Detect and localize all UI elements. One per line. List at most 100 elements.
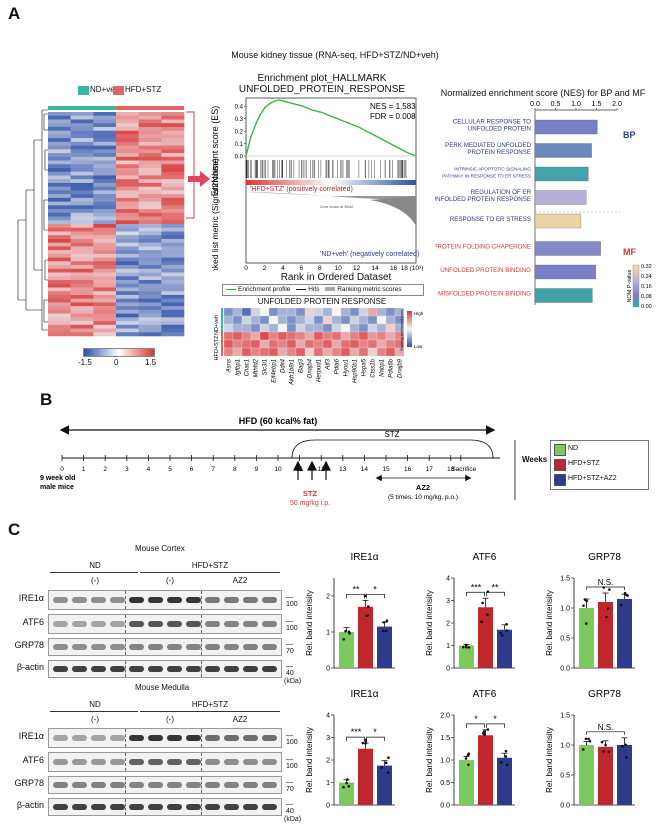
bar-chart-ytick-label: 0.5: [560, 773, 570, 780]
legend-nd: ND: [568, 445, 579, 452]
heatmap-cell: [48, 171, 71, 176]
data-point: [505, 623, 508, 626]
blot-divider: [125, 729, 126, 747]
data-point: [499, 631, 502, 635]
heatmap-cell: [138, 156, 162, 161]
upr-cell: [331, 307, 342, 317]
bar-chart-ytick-label: 1.5: [560, 713, 570, 720]
heatmap-cell: [48, 220, 71, 225]
heatmap-cell: [138, 328, 162, 333]
blot-band: [148, 735, 163, 741]
medulla-title: Mouse Medulla: [135, 683, 190, 692]
heatmap-cell: [116, 168, 139, 173]
bar-chart-title: ATF6: [473, 689, 497, 700]
bar-chart-ylabel: Rel. band intensity: [425, 727, 434, 793]
heatmap-cell: [48, 209, 71, 214]
upr-cell: [241, 307, 252, 317]
bar-chart-2: GRP78 Rel. band intensity 0.0 0.5 1.0 1.5 N.S.: [545, 552, 635, 673]
heatmap-cell: [116, 160, 139, 165]
significance-label: **: [352, 584, 360, 594]
blot-band: [186, 759, 201, 765]
upr-cell: [304, 307, 315, 317]
data-point: [624, 743, 627, 747]
gsea-ytick-label: 0.2: [235, 130, 244, 136]
upr-cell: [331, 347, 342, 357]
upr-cell: [277, 347, 288, 357]
data-point: [602, 750, 605, 753]
nes-colorbar-tick: 0.32: [641, 264, 652, 270]
blot-band: [167, 666, 182, 672]
heatmap-cell: [116, 130, 139, 135]
legend-metric: Ranking metric scores: [337, 286, 402, 293]
heatmap-cell: [48, 205, 71, 210]
heatmap-cell: [93, 168, 117, 173]
blot-band: [262, 621, 277, 627]
upr-scale-high: High: [414, 311, 424, 316]
heatmap-cell: [116, 216, 139, 221]
gsea-xtick-label: 4: [281, 265, 285, 271]
heatmap-cell: [116, 250, 139, 255]
bar-chart-title: IRE1α: [350, 552, 378, 563]
blot-band: [205, 804, 220, 810]
heatmap-cell: [161, 246, 185, 251]
upr-cell: [241, 323, 252, 333]
nes-label: UNFOLDED PROTEIN: [468, 126, 531, 133]
heatmap-cell: [138, 138, 162, 143]
blot-row-label: IRE1α: [18, 731, 44, 741]
heatmap-cell: [70, 197, 94, 202]
upr-cell: [277, 339, 288, 349]
heatmap-cell: [116, 209, 139, 214]
heatmap-cell: [48, 302, 71, 307]
nes-group-mf: MF: [623, 247, 636, 257]
blot-divider: [201, 777, 202, 793]
upr-gene-label: Bag3: [299, 358, 305, 373]
gsea-xtick-label: 6: [300, 265, 304, 271]
upr-cell: [376, 323, 387, 333]
heatmap-cell: [48, 235, 71, 240]
blot-band: [53, 782, 68, 788]
heatmap-cell: [161, 280, 185, 285]
heatmap-cell: [161, 220, 185, 225]
blot-band: [110, 597, 125, 603]
upr-cell: [223, 331, 234, 341]
blot-band: [186, 804, 201, 810]
blot-band: [72, 597, 87, 603]
heatmap-cell: [48, 321, 71, 326]
bar-chart-ytick-label: 0.0: [440, 803, 450, 810]
heatmap-cell: [93, 246, 117, 251]
gsea-ytick-label: 0.4: [235, 105, 244, 111]
heatmap-cell: [161, 145, 185, 150]
data-point: [482, 730, 486, 733]
heatmap-cell: [48, 246, 71, 251]
legend-hits: Hits: [308, 286, 320, 293]
sacrifice-label: Sacrifice: [451, 466, 476, 473]
heatmap-cell: [93, 190, 117, 195]
heatmap-cell: [116, 268, 139, 273]
heatmap-cell: [138, 224, 162, 229]
blot-strip: [48, 614, 282, 634]
blot-band: [91, 759, 106, 765]
heatmap-cell: [70, 287, 94, 292]
blot-row-label: ATF6: [22, 755, 44, 765]
blot-band: [205, 782, 220, 788]
heatmap-cell: [138, 272, 162, 277]
blot-band: [224, 804, 239, 810]
heatmap-cell: [93, 141, 117, 146]
hfd-label: HFD (60 kcal% fat): [239, 416, 318, 426]
heatmap-cell: [48, 216, 71, 221]
upr-cell: [259, 339, 270, 349]
heatmap-cell: [70, 280, 94, 285]
bar-chart-ytick-label: 2.0: [440, 713, 450, 720]
upr-cell: [259, 347, 270, 357]
heatmap-cell: [161, 153, 185, 158]
heatmap-cell: [161, 242, 185, 247]
upr-cell: [268, 315, 279, 325]
heatmap-cell: [70, 216, 94, 221]
upr-cell: [331, 323, 342, 333]
upr-cells: [223, 307, 405, 357]
upr-cell: [232, 339, 243, 349]
heatmap-cell: [116, 242, 139, 247]
gsea-plot: Enrichment score (ES) Ranked list metric…: [210, 97, 423, 271]
heatmap-cell: [93, 309, 117, 314]
